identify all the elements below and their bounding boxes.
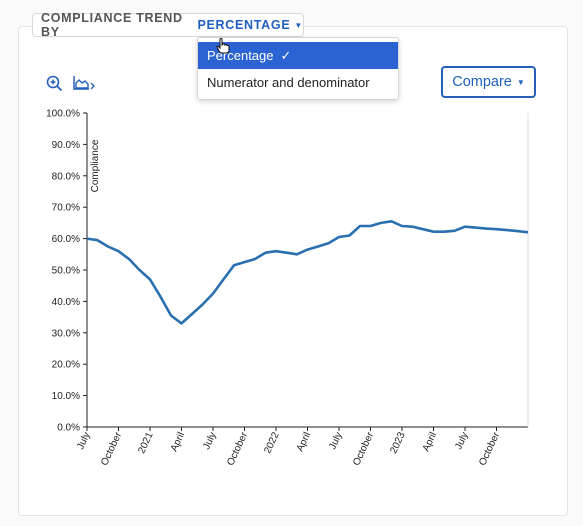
x-tick-label: April xyxy=(295,431,313,454)
y-tick-label: 50.0% xyxy=(52,266,80,277)
series-line xyxy=(86,220,529,325)
x-tick-label: July xyxy=(453,431,470,452)
y-tick-label: 90.0% xyxy=(52,140,80,151)
menu-item-percentage[interactable]: Percentage ✓ xyxy=(198,42,398,69)
chart-card xyxy=(18,26,568,516)
menu-item-label: Numerator and denominator xyxy=(207,75,370,90)
x-tick-label: April xyxy=(421,431,439,454)
y-tick-label: 20.0% xyxy=(52,360,80,371)
checkmark-icon: ✓ xyxy=(280,47,292,63)
x-tick-label: 2022 xyxy=(262,430,282,455)
x-tick-label: July xyxy=(327,431,344,452)
zoom-in-icon[interactable] xyxy=(46,75,63,97)
x-tick-label: April xyxy=(169,431,187,454)
y-tick-label: 30.0% xyxy=(52,328,80,339)
metric-menu: Percentage ✓ Numerator and denominator xyxy=(197,37,399,100)
area-chart-icon[interactable] xyxy=(73,75,97,97)
y-tick-label: 80.0% xyxy=(52,171,80,182)
metric-dropdown[interactable]: PERCENTAGE ▼ xyxy=(197,18,303,32)
x-tick-label: July xyxy=(201,431,218,452)
hand-pointer-icon xyxy=(216,38,230,59)
caret-down-icon: ▼ xyxy=(516,77,525,87)
x-tick-label: 2023 xyxy=(388,430,408,455)
y-tick-label: 60.0% xyxy=(52,234,80,245)
y-tick-label: 100.0% xyxy=(46,109,80,120)
x-tick-label: October xyxy=(225,430,250,467)
y-tick-label: 70.0% xyxy=(52,203,80,214)
y-tick-label: 10.0% xyxy=(52,391,80,402)
x-tick-label: October xyxy=(477,430,502,467)
compare-label: Compare xyxy=(452,74,512,90)
x-tick-label: October xyxy=(99,430,124,467)
compare-button[interactable]: Compare ▼ xyxy=(441,66,536,98)
menu-item-numerator-denominator[interactable]: Numerator and denominator xyxy=(198,69,398,96)
caret-down-icon: ▼ xyxy=(294,20,303,30)
trend-header: COMPLIANCE TREND BY PERCENTAGE ▼ xyxy=(32,11,304,39)
x-tick-label: 2021 xyxy=(136,430,156,455)
y-tick-label: 0.0% xyxy=(57,423,80,434)
y-axis-label: Compliance xyxy=(90,139,101,192)
x-tick-label: October xyxy=(351,430,376,467)
metric-dropdown-value: PERCENTAGE xyxy=(197,18,291,32)
y-tick-label: 40.0% xyxy=(52,297,80,308)
x-tick-label: July xyxy=(75,431,92,452)
trend-header-prefix: COMPLIANCE TREND BY xyxy=(41,11,183,39)
